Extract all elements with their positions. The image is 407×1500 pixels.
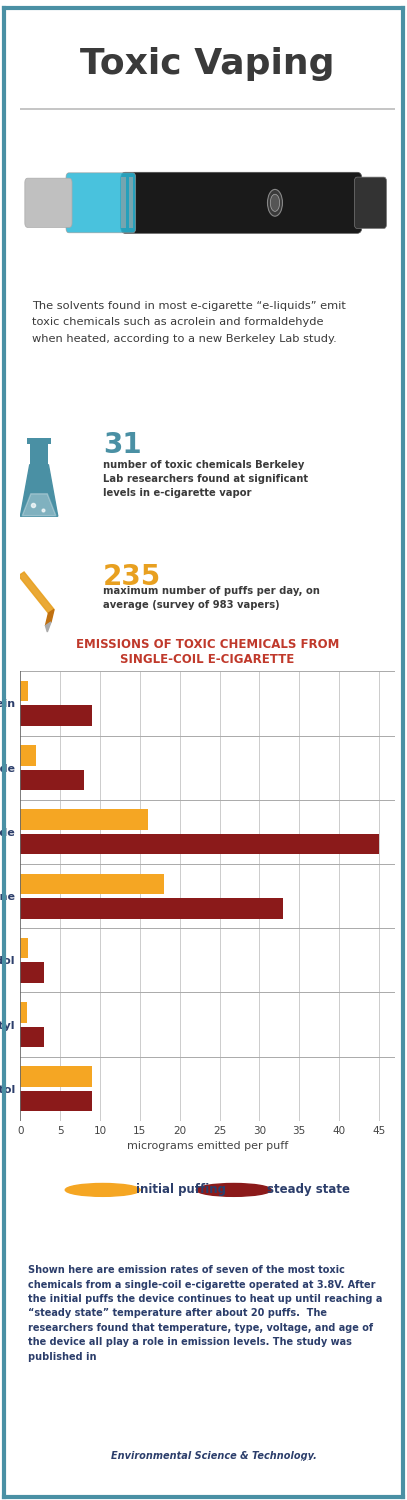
Polygon shape — [22, 494, 56, 516]
Bar — [20, 810, 148, 830]
Text: Toxic Vaping: Toxic Vaping — [80, 46, 335, 81]
Bar — [20, 705, 92, 726]
Bar — [20, 873, 164, 894]
Bar — [20, 938, 28, 958]
Bar — [20, 963, 44, 982]
Polygon shape — [326, 1410, 333, 1461]
FancyBboxPatch shape — [121, 177, 126, 228]
Bar — [20, 898, 283, 918]
Text: steady state: steady state — [267, 1184, 350, 1197]
FancyBboxPatch shape — [25, 178, 72, 228]
FancyBboxPatch shape — [129, 177, 133, 228]
Title: EMISSIONS OF TOXIC CHEMICALS FROM
SINGLE-COIL E-CIGARETTE: EMISSIONS OF TOXIC CHEMICALS FROM SINGLE… — [76, 638, 339, 666]
FancyBboxPatch shape — [30, 442, 48, 465]
FancyBboxPatch shape — [27, 438, 51, 444]
Text: number of toxic chemicals Berkeley
Lab researchers found at significant
levels i: number of toxic chemicals Berkeley Lab r… — [103, 460, 308, 498]
Text: The solvents found in most e-cigarette “e-liquids” emit
toxic chemicals such as : The solvents found in most e-cigarette “… — [32, 302, 346, 344]
Text: Environmental Science & Technology.: Environmental Science & Technology. — [112, 1450, 317, 1461]
Text: 235: 235 — [103, 562, 161, 591]
FancyBboxPatch shape — [66, 172, 136, 232]
Circle shape — [65, 1184, 140, 1197]
Text: 31: 31 — [103, 430, 141, 459]
Polygon shape — [318, 1401, 322, 1461]
X-axis label: micrograms emitted per puff: micrograms emitted per puff — [127, 1142, 288, 1152]
Bar — [20, 834, 379, 855]
Text: initial puffing: initial puffing — [136, 1184, 226, 1197]
Polygon shape — [20, 465, 58, 516]
Bar — [20, 746, 36, 765]
FancyBboxPatch shape — [121, 172, 362, 234]
Text: maximum number of puffs per day, on
average (survey of 983 vapers): maximum number of puffs per day, on aver… — [103, 585, 319, 609]
Bar — [20, 770, 84, 790]
Circle shape — [196, 1184, 271, 1197]
Polygon shape — [46, 609, 54, 625]
FancyBboxPatch shape — [354, 177, 387, 228]
Bar — [20, 1002, 27, 1023]
Bar — [20, 1090, 92, 1112]
Text: BERKELEY LAB: BERKELEY LAB — [284, 1460, 347, 1468]
Ellipse shape — [270, 194, 280, 211]
Ellipse shape — [267, 189, 282, 216]
Polygon shape — [46, 622, 51, 632]
Bar — [20, 1066, 92, 1088]
Text: Shown here are emission rates of seven of the most toxic
chemicals from a single: Shown here are emission rates of seven o… — [28, 1266, 382, 1362]
Polygon shape — [18, 572, 54, 614]
Bar — [20, 681, 28, 702]
Bar — [20, 1026, 44, 1047]
Polygon shape — [335, 1420, 341, 1461]
